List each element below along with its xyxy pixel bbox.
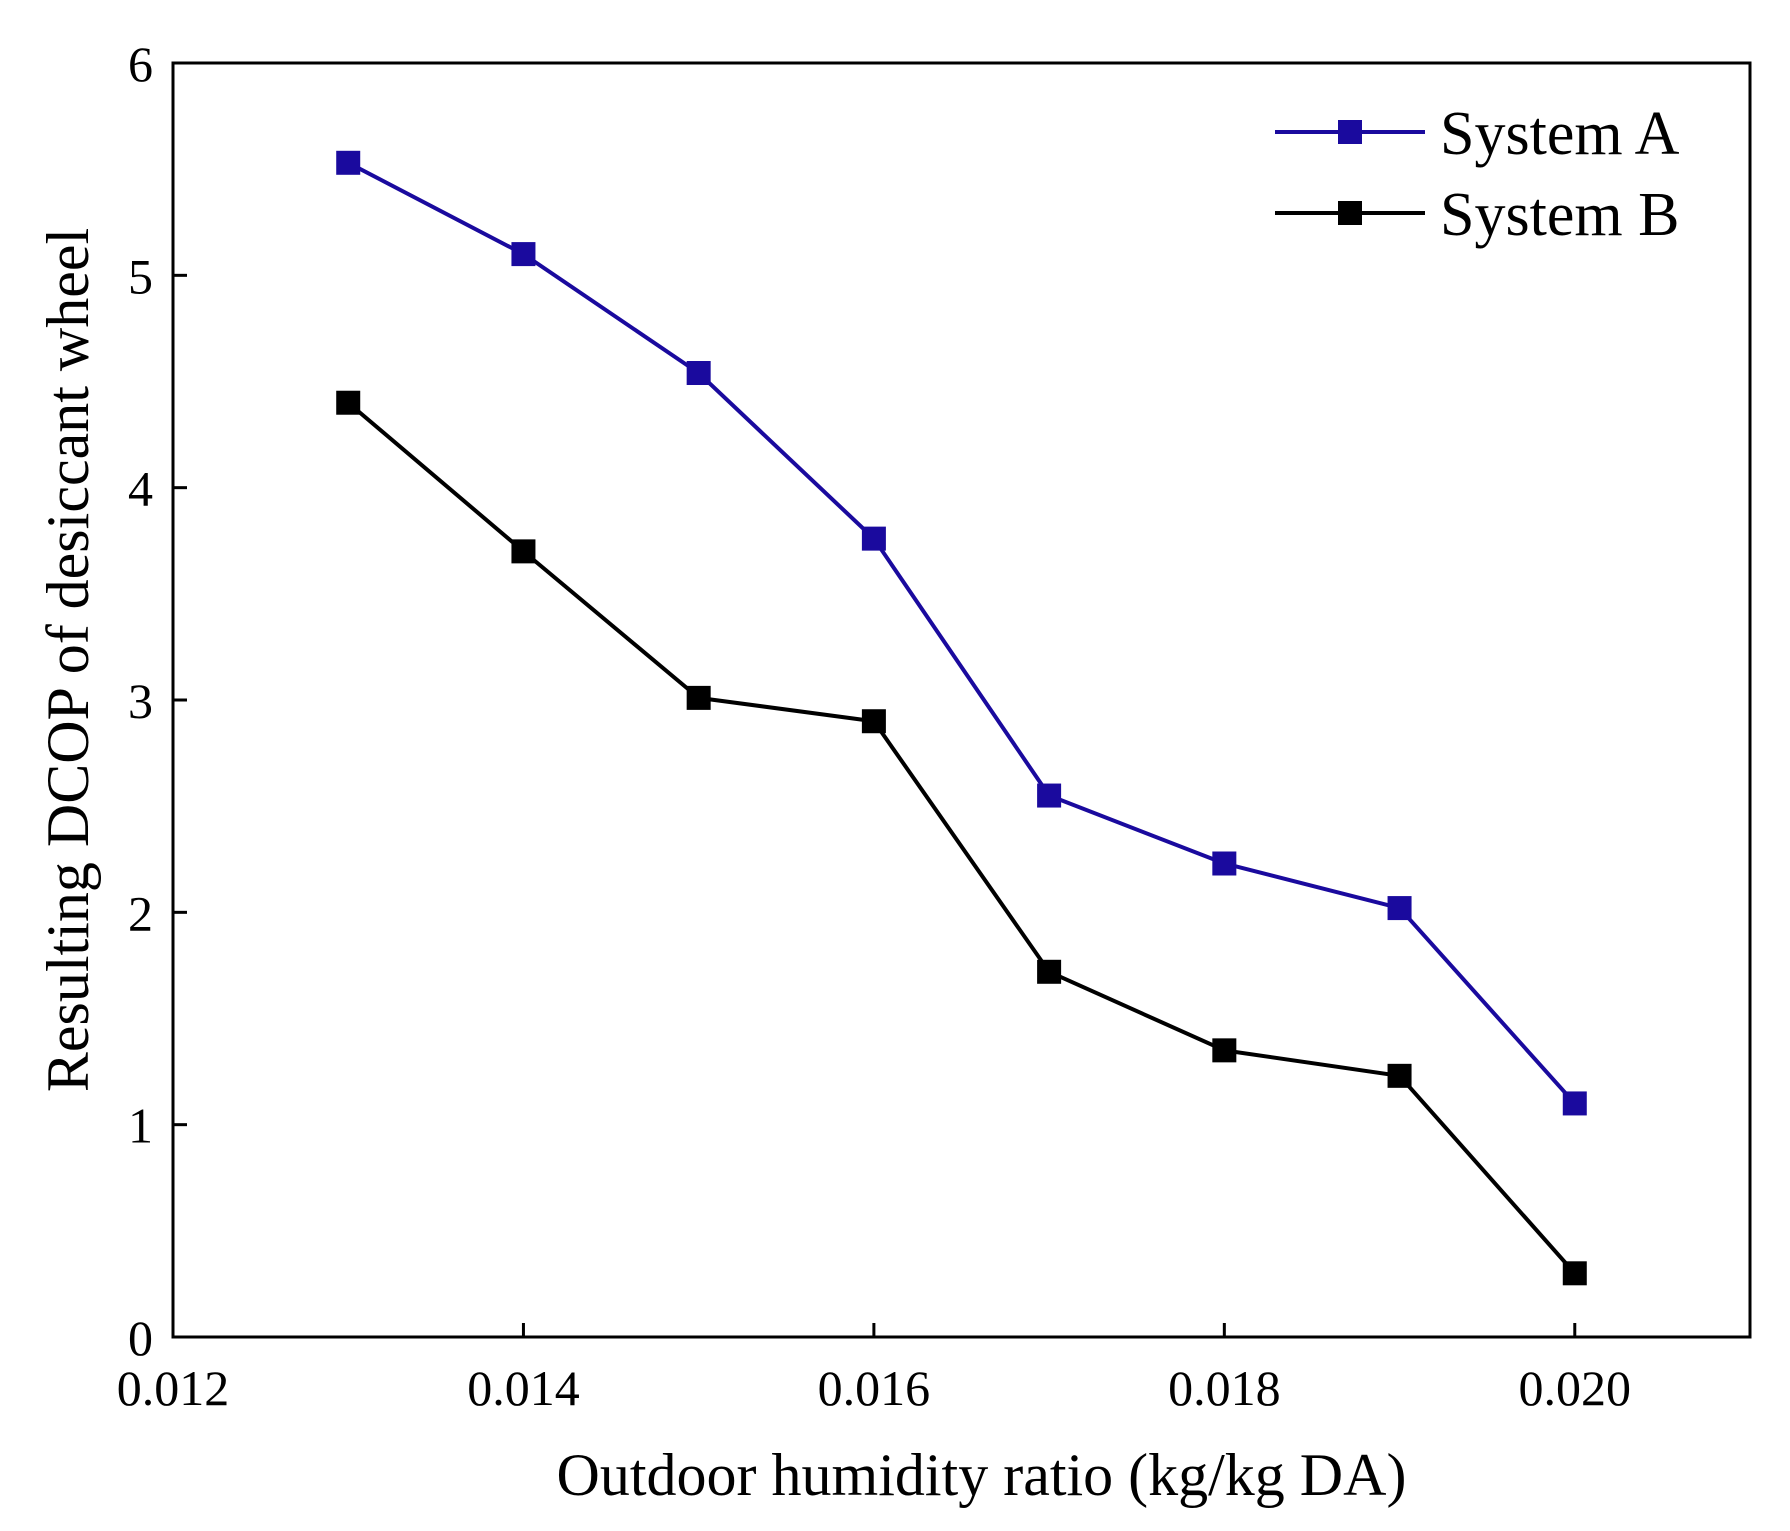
legend-marker-system-b — [1338, 201, 1362, 225]
legend-marker-system-a — [1338, 120, 1362, 144]
data-point-system-a — [336, 150, 361, 175]
data-point-system-b — [1562, 1261, 1587, 1286]
x-tick-label: 0.020 — [1519, 1360, 1632, 1416]
data-point-system-a — [861, 526, 886, 551]
legend-label-system-b: System B — [1440, 181, 1679, 249]
data-point-system-a — [1387, 896, 1412, 921]
y-tick-label: 5 — [128, 248, 153, 304]
data-point-system-a — [1212, 851, 1237, 876]
x-axis-title: Outdoor humidity ratio (kg/kg DA) — [557, 1442, 1407, 1508]
y-tick-label: 0 — [128, 1310, 153, 1366]
data-point-system-b — [336, 390, 361, 415]
data-point-system-b — [1387, 1063, 1412, 1088]
y-tick-label: 4 — [128, 461, 153, 517]
data-point-system-a — [511, 242, 536, 267]
series-line-system-b — [346, 401, 1577, 1275]
y-tick-label: 3 — [128, 673, 153, 729]
x-tick-label: 0.012 — [117, 1360, 230, 1416]
data-point-system-b — [1037, 959, 1062, 984]
data-point-system-b — [686, 685, 711, 710]
data-point-system-b — [511, 539, 536, 564]
data-point-system-a — [1562, 1091, 1587, 1116]
y-tick-label: 2 — [128, 885, 153, 941]
x-tick-label: 0.014 — [467, 1360, 580, 1416]
y-tick-label: 1 — [128, 1098, 153, 1154]
x-tick-label: 0.016 — [818, 1360, 931, 1416]
y-tick-label: 6 — [128, 36, 153, 92]
series-line-system-a — [347, 161, 1577, 1105]
data-point-system-a — [686, 361, 711, 386]
data-point-system-b — [1212, 1038, 1237, 1063]
legend-label-system-a: System A — [1440, 100, 1680, 168]
data-point-system-a — [1037, 783, 1062, 808]
x-tick-label: 0.018 — [1168, 1360, 1281, 1416]
series-layer — [336, 150, 1587, 1286]
plot-area-frame — [171, 61, 1752, 1339]
y-axis-ticks: 0 1 2 3 4 5 6 — [128, 36, 187, 1366]
legend: System A System B — [1275, 100, 1680, 249]
x-axis-ticks: 0.012 0.014 0.016 0.018 0.020 — [117, 1323, 1631, 1416]
data-point-system-b — [861, 709, 886, 734]
y-axis-title: Resulting DCOP of desiccant wheel — [35, 228, 101, 1092]
